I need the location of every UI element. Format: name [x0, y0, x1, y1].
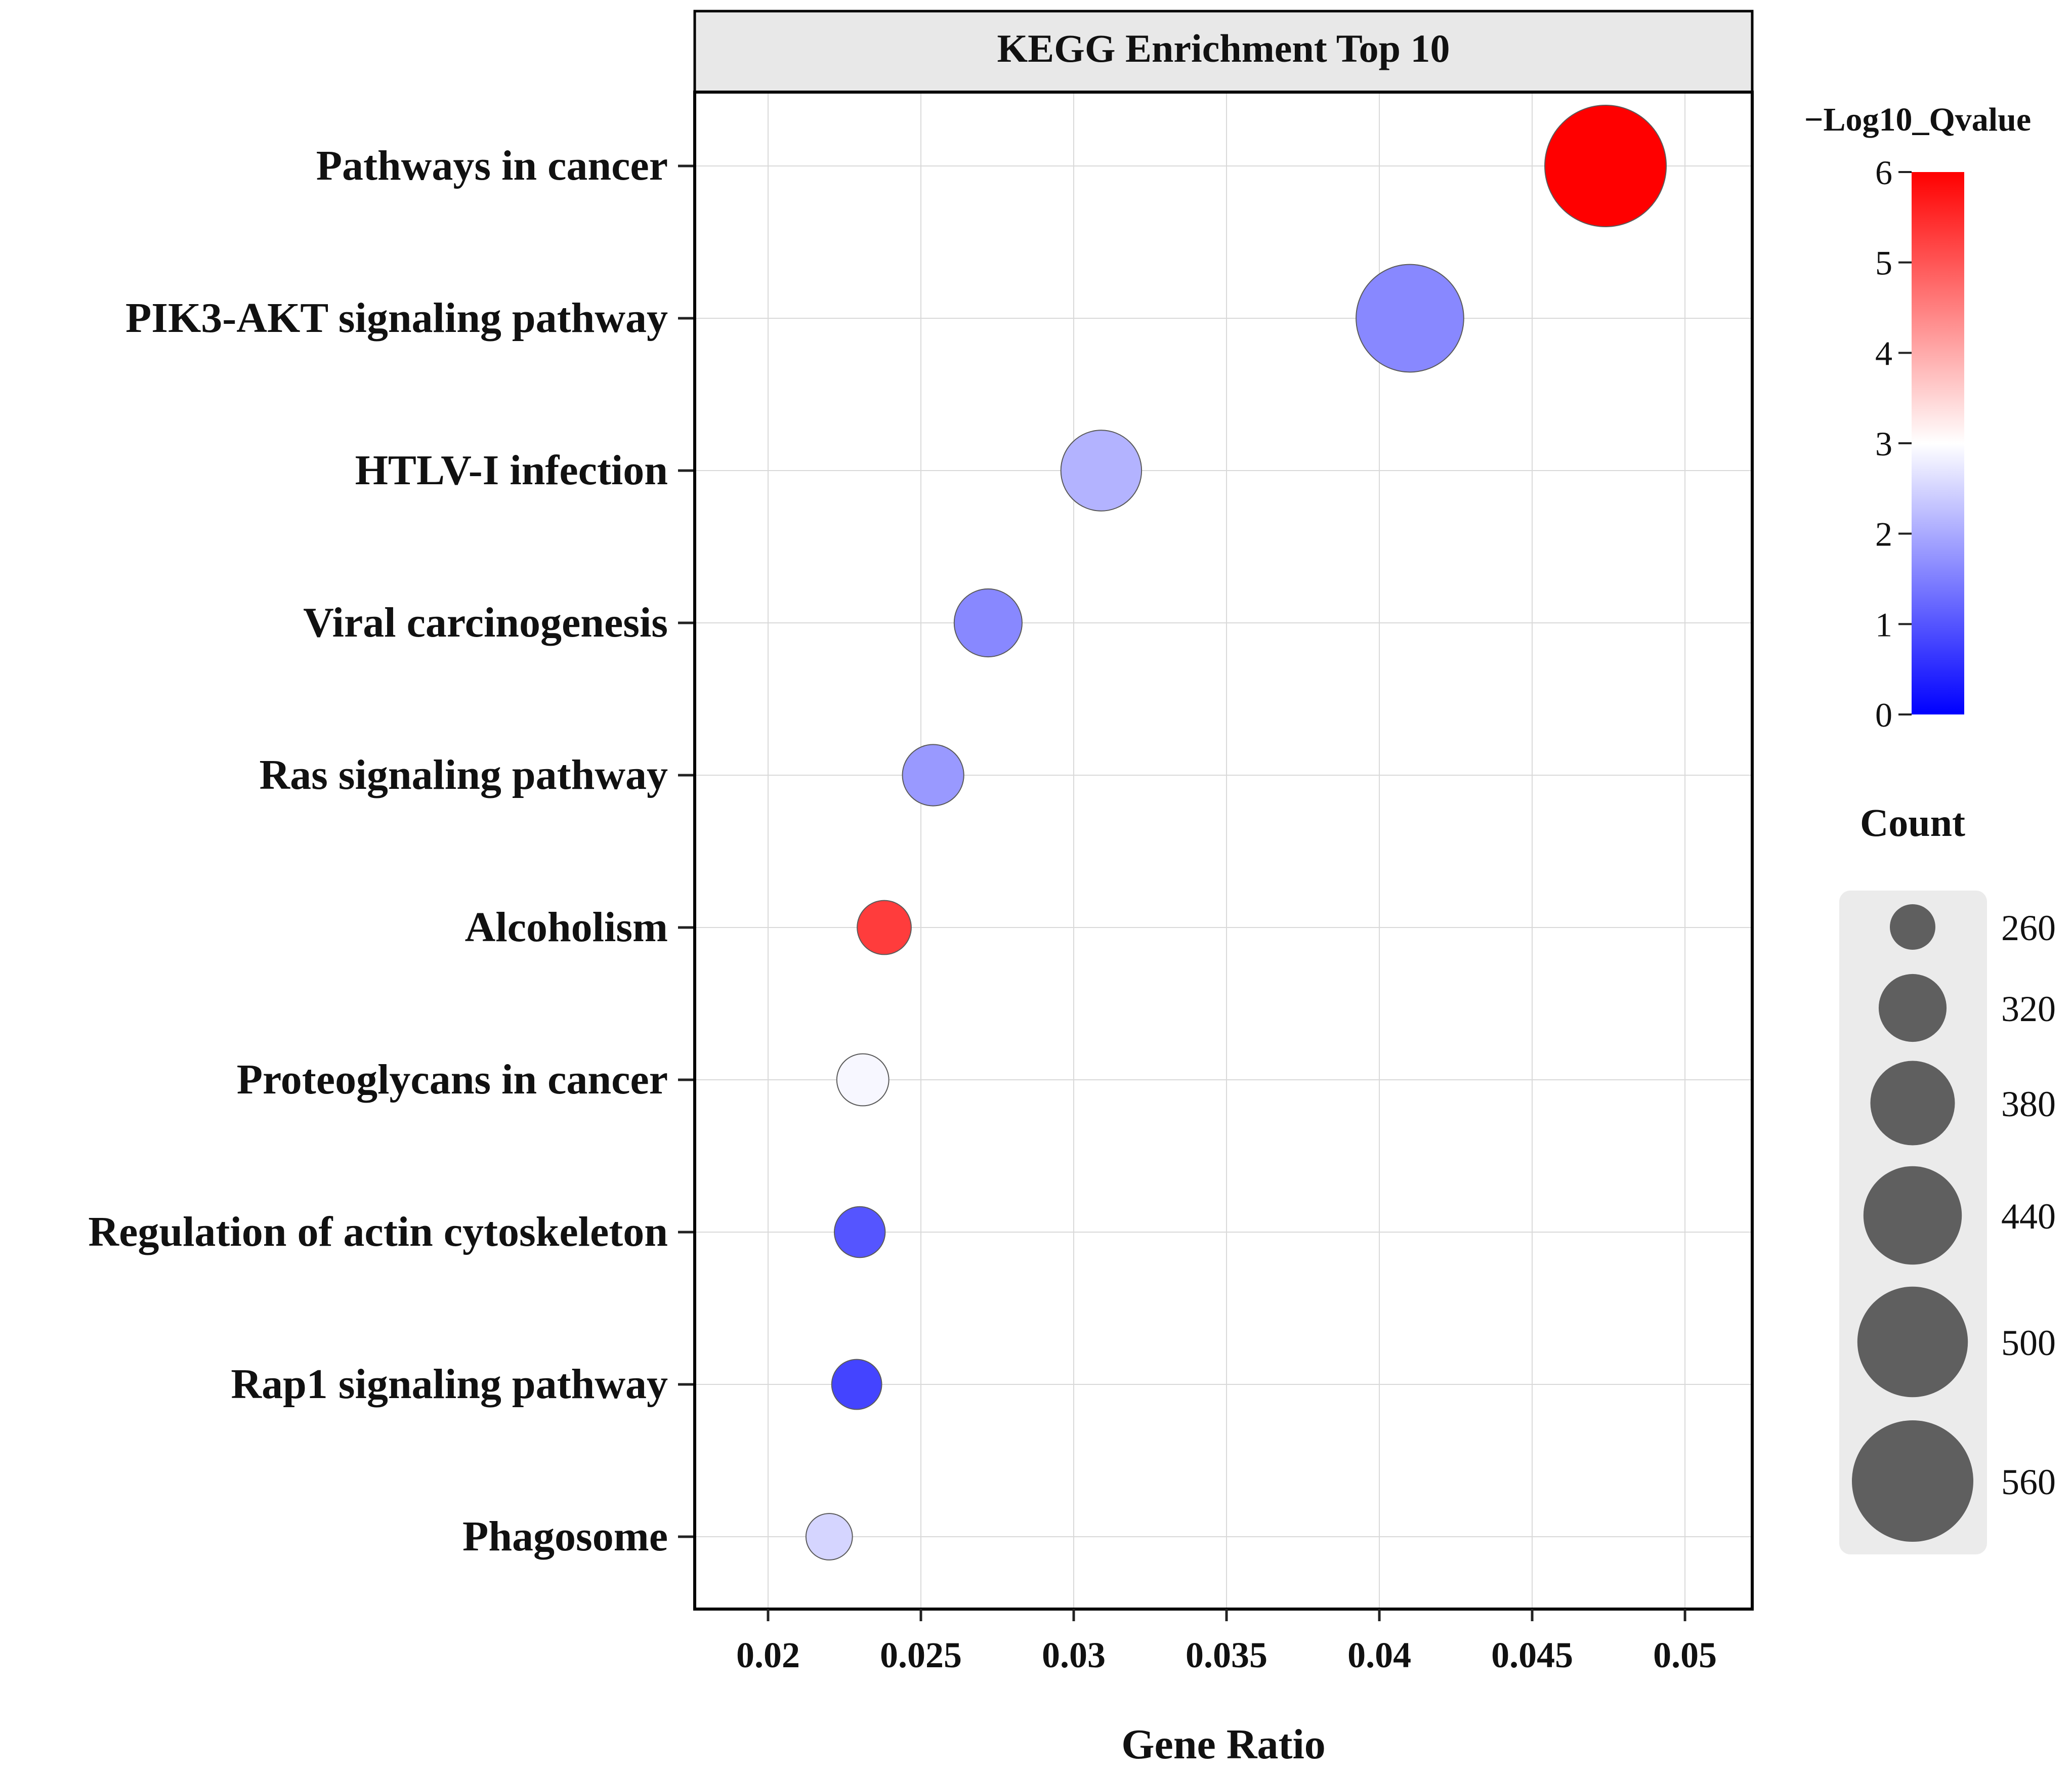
- bubble: [1356, 264, 1464, 373]
- bubble: [833, 1206, 886, 1258]
- plot-panel: [695, 92, 1752, 1609]
- bubble: [953, 588, 1023, 658]
- bubbles: [805, 105, 1667, 1560]
- bubble: [1060, 430, 1143, 512]
- category-label: Viral carcinogenesis: [303, 599, 668, 646]
- x-tick-label: 0.04: [1347, 1635, 1411, 1675]
- x-axis-title: Gene Ratio: [1121, 1721, 1326, 1768]
- color-legend-tick-label: 6: [1875, 153, 1892, 192]
- x-tick-label: 0.025: [880, 1635, 962, 1675]
- x-gridlines: [767, 92, 1686, 1609]
- bubble: [902, 744, 964, 807]
- size-legend-label: 380: [2001, 1084, 2056, 1124]
- size-legend-label: 500: [2001, 1323, 2056, 1363]
- x-tick-label: 0.03: [1042, 1635, 1106, 1675]
- title-strip: [693, 10, 1754, 94]
- category-label: Proteoglycans in cancer: [237, 1056, 668, 1103]
- color-legend-tick-label: 1: [1875, 605, 1892, 644]
- size-legend-circle: [1890, 904, 1935, 950]
- category-label: Pathways in cancer: [316, 142, 668, 189]
- color-legend-tick-label: 4: [1875, 334, 1892, 372]
- x-tick-label: 0.05: [1653, 1635, 1717, 1675]
- bubble: [836, 1053, 890, 1107]
- category-label: Ras signaling pathway: [259, 751, 668, 798]
- category-label: PIK3-AKT signaling pathway: [125, 294, 668, 342]
- color-legend-tick-label: 0: [1875, 696, 1892, 734]
- x-axis: 0.02 0.025 0.03 0.035 0.04 0.045 0.05: [736, 1609, 1717, 1675]
- size-legend-label: 440: [2001, 1196, 2056, 1237]
- bubble: [831, 1359, 882, 1410]
- size-legend-label: 560: [2001, 1462, 2056, 1502]
- size-legend-circle: [1863, 1166, 1962, 1265]
- size-legend-items: 260 320 380 440 500 560: [1852, 904, 2056, 1542]
- color-legend-tick-label: 5: [1875, 244, 1892, 282]
- category-label: Rap1 signaling pathway: [231, 1361, 668, 1408]
- color-legend-bar: [1912, 172, 1964, 714]
- size-legend-title: Count: [1860, 800, 1965, 845]
- category-label: Alcoholism: [465, 904, 668, 951]
- x-tick-label: 0.035: [1186, 1635, 1267, 1675]
- color-legend-tick-label: 2: [1875, 515, 1892, 554]
- bubble: [1544, 105, 1667, 227]
- category-label: Regulation of actin cytoskeleton: [88, 1208, 668, 1255]
- chart-title: KEGG Enrichment Top 10: [997, 26, 1450, 70]
- size-legend-circle: [1852, 1420, 1973, 1542]
- y-axis: Pathways in cancer PIK3-AKT signaling pat…: [88, 142, 693, 1560]
- bubble: [805, 1513, 853, 1560]
- size-legend-circle: [1857, 1286, 1968, 1398]
- category-label: Phagosome: [462, 1513, 668, 1560]
- size-legend-circle: [1870, 1061, 1955, 1146]
- bubble: [857, 900, 912, 955]
- size-legend-label: 320: [2001, 989, 2056, 1029]
- size-legend-circle: [1878, 974, 1947, 1042]
- size-legend-label: 260: [2001, 908, 2056, 948]
- color-legend-tick-label: 3: [1875, 425, 1892, 463]
- category-label: HTLV-I infection: [355, 447, 668, 494]
- x-tick-label: 0.02: [736, 1635, 800, 1675]
- plot-border: [693, 91, 1754, 1611]
- color-legend-ticks: 0 1 2 3 4 5 6: [1875, 153, 1912, 734]
- x-tick-label: 0.045: [1491, 1635, 1573, 1675]
- color-legend-title: −Log10_Qvalue: [1804, 101, 2031, 138]
